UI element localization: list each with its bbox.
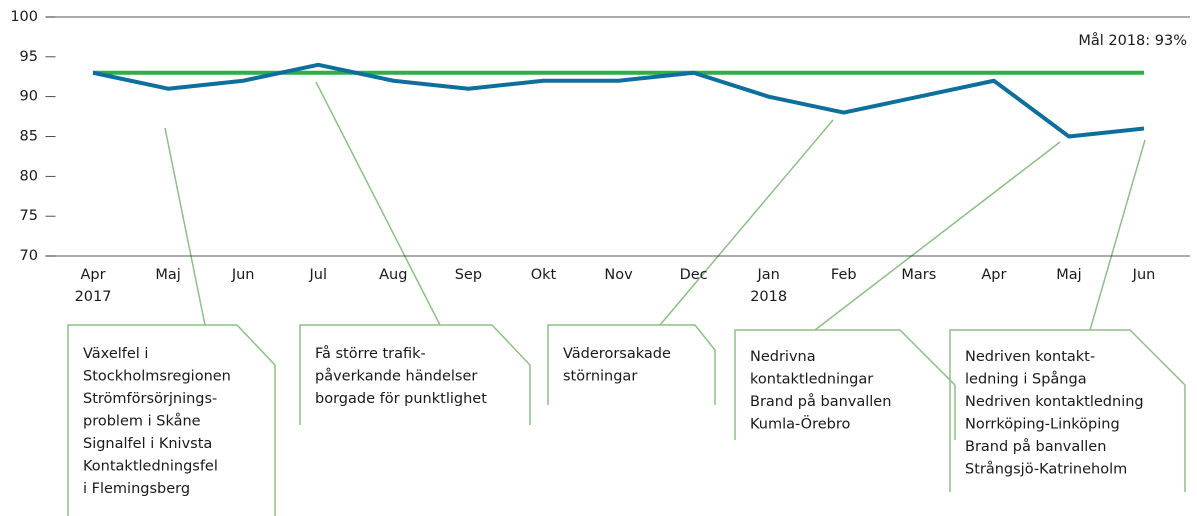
annotation-box — [734, 329, 956, 440]
x-tick-label: Mars — [901, 267, 936, 283]
y-tick-label: 85 — [20, 129, 38, 145]
y-tick-label: 100 — [10, 9, 38, 25]
x-tick-label: Jan — [756, 267, 779, 283]
annotation-text: Kumla-Örebro — [750, 415, 850, 433]
annotation-text: Brand på banvallen — [750, 393, 891, 410]
x-tick-label: Dec — [680, 267, 708, 283]
x-tick-label: Apr — [80, 267, 105, 283]
x-tick-label: Feb — [831, 267, 857, 283]
y-tick-label: 75 — [20, 208, 38, 224]
annotation-leader — [1089, 139, 1146, 331]
annotation-text: Väderorsakade — [563, 346, 671, 362]
x-tick-label: Maj — [155, 267, 180, 283]
x-tick-label: Jun — [1132, 267, 1156, 283]
annotation-leader — [315, 81, 441, 326]
x-year-label: 2017 — [75, 289, 112, 305]
annotation-leader — [659, 119, 834, 326]
y-tick-label: 70 — [20, 248, 38, 264]
annotation-leader — [164, 127, 206, 326]
y-tick-label: 90 — [20, 89, 38, 105]
annotation-text: i Flemingsberg — [83, 481, 190, 497]
annotation-text: Växelfel i — [83, 346, 148, 362]
annotation-text: ledning i Spånga — [965, 371, 1087, 388]
x-tick-label: Jun — [231, 267, 255, 283]
annotation-text: Signalfel i Knivsta — [83, 436, 212, 452]
x-tick-label: Maj — [1056, 267, 1081, 283]
annotation-text: Nedrivna — [750, 349, 816, 365]
annotation-box — [547, 324, 716, 405]
annotation-text: påverkande händelser — [315, 368, 477, 385]
annotation-text: problem i Skåne — [83, 413, 201, 430]
annotation-text: Få större trafik- — [315, 345, 426, 362]
x-tick-label: Apr — [981, 267, 1006, 283]
x-tick-label: Nov — [604, 267, 633, 283]
annotation-text: Nedriven kontaktledning — [965, 394, 1144, 410]
x-tick-label: Jul — [308, 267, 327, 283]
annotation-text: Kontaktledningsfel — [83, 459, 218, 475]
annotation-box — [299, 324, 531, 425]
annotation-text: Norrköping-Linköping — [965, 417, 1120, 433]
annotation-text: Stockholmsregionen — [83, 369, 231, 385]
annotation-text: borgade för punktlighet — [315, 391, 487, 407]
x-tick-label: Sep — [455, 267, 482, 283]
annotation-box — [67, 324, 276, 516]
y-tick-label: 80 — [20, 168, 38, 184]
annotation-text: Strångsjö-Katrineholm — [965, 461, 1127, 478]
x-year-label: 2018 — [750, 289, 787, 305]
annotation-text: Strömförsörjnings- — [83, 391, 217, 407]
x-tick-label: Okt — [531, 267, 557, 283]
annotation-leader — [814, 141, 1061, 331]
data-line — [92, 62, 1145, 139]
x-tick-label: Aug — [379, 267, 407, 283]
target-label: Mål 2018: 93% — [1078, 32, 1187, 49]
annotation-text: Brand på banvallen — [965, 438, 1106, 455]
y-tick-label: 95 — [20, 49, 38, 65]
annotation-text: störningar — [563, 369, 637, 385]
annotation-text: kontaktledningar — [750, 372, 873, 388]
annotation-box — [949, 329, 1186, 492]
annotation-text: Nedriven kontakt- — [965, 349, 1095, 365]
